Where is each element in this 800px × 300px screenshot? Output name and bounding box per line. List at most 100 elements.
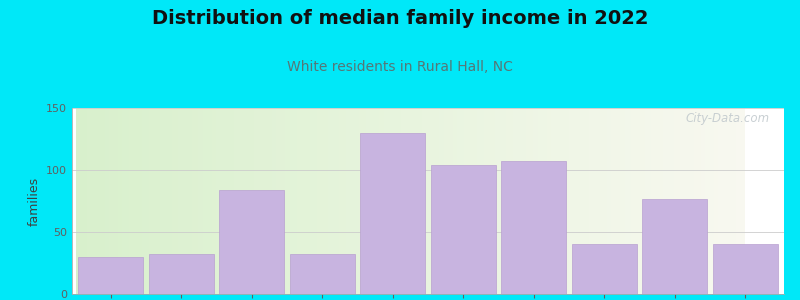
Bar: [202, 108, 205, 294]
Bar: [430, 108, 433, 294]
Bar: [585, 108, 586, 294]
Bar: [694, 108, 696, 294]
Bar: [698, 108, 701, 294]
Bar: [486, 108, 489, 294]
Bar: [308, 108, 310, 294]
Bar: [431, 165, 496, 294]
Bar: [187, 108, 190, 294]
Bar: [582, 108, 585, 294]
Bar: [310, 108, 312, 294]
Bar: [160, 108, 162, 294]
Bar: [274, 108, 277, 294]
Bar: [634, 108, 636, 294]
Bar: [303, 108, 306, 294]
Bar: [360, 133, 425, 294]
Bar: [82, 108, 85, 294]
Bar: [156, 108, 158, 294]
Bar: [94, 108, 96, 294]
Bar: [362, 108, 363, 294]
Bar: [594, 108, 596, 294]
Bar: [654, 108, 656, 294]
Bar: [732, 108, 734, 294]
Bar: [642, 108, 645, 294]
Bar: [86, 108, 89, 294]
Bar: [181, 108, 182, 294]
Bar: [277, 108, 278, 294]
Bar: [230, 108, 232, 294]
Bar: [138, 108, 140, 294]
Bar: [544, 108, 546, 294]
Bar: [317, 108, 319, 294]
Bar: [714, 108, 716, 294]
Bar: [393, 108, 394, 294]
Bar: [469, 108, 470, 294]
Bar: [292, 108, 294, 294]
Bar: [554, 108, 555, 294]
Bar: [174, 108, 176, 294]
Text: Distribution of median family income in 2022: Distribution of median family income in …: [152, 9, 648, 28]
Bar: [165, 108, 167, 294]
Bar: [122, 108, 125, 294]
Bar: [314, 108, 317, 294]
Bar: [312, 108, 314, 294]
Bar: [321, 108, 323, 294]
Bar: [397, 108, 399, 294]
Bar: [243, 108, 245, 294]
Y-axis label: families: families: [27, 176, 41, 226]
Bar: [725, 108, 727, 294]
Bar: [498, 108, 500, 294]
Bar: [363, 108, 366, 294]
Bar: [571, 108, 574, 294]
Bar: [665, 108, 667, 294]
Text: City-Data.com: City-Data.com: [686, 112, 770, 125]
Bar: [502, 108, 504, 294]
Bar: [250, 108, 252, 294]
Bar: [636, 108, 638, 294]
Bar: [743, 108, 746, 294]
Bar: [383, 108, 386, 294]
Bar: [247, 108, 250, 294]
Bar: [328, 108, 330, 294]
Bar: [236, 108, 238, 294]
Bar: [596, 108, 598, 294]
Bar: [373, 108, 374, 294]
Bar: [696, 108, 698, 294]
Bar: [270, 108, 272, 294]
Bar: [591, 108, 594, 294]
Bar: [736, 108, 738, 294]
Bar: [266, 108, 267, 294]
Bar: [681, 108, 682, 294]
Bar: [182, 108, 185, 294]
Bar: [106, 108, 109, 294]
Bar: [194, 108, 196, 294]
Bar: [705, 108, 707, 294]
Bar: [339, 108, 341, 294]
Bar: [422, 108, 424, 294]
Bar: [439, 108, 442, 294]
Bar: [678, 108, 681, 294]
Bar: [455, 108, 458, 294]
Bar: [658, 108, 660, 294]
Bar: [127, 108, 129, 294]
Bar: [459, 108, 462, 294]
Bar: [565, 108, 566, 294]
Bar: [490, 108, 493, 294]
Bar: [466, 108, 469, 294]
Bar: [96, 108, 98, 294]
Bar: [703, 108, 705, 294]
Bar: [210, 108, 212, 294]
Bar: [370, 108, 373, 294]
Bar: [450, 108, 453, 294]
Bar: [91, 108, 94, 294]
Bar: [406, 108, 408, 294]
Bar: [118, 108, 120, 294]
Bar: [140, 108, 142, 294]
Bar: [475, 108, 478, 294]
Bar: [562, 108, 565, 294]
Bar: [580, 108, 582, 294]
Bar: [185, 108, 187, 294]
Bar: [341, 108, 343, 294]
Bar: [352, 108, 354, 294]
Bar: [75, 108, 78, 294]
Bar: [219, 190, 284, 294]
